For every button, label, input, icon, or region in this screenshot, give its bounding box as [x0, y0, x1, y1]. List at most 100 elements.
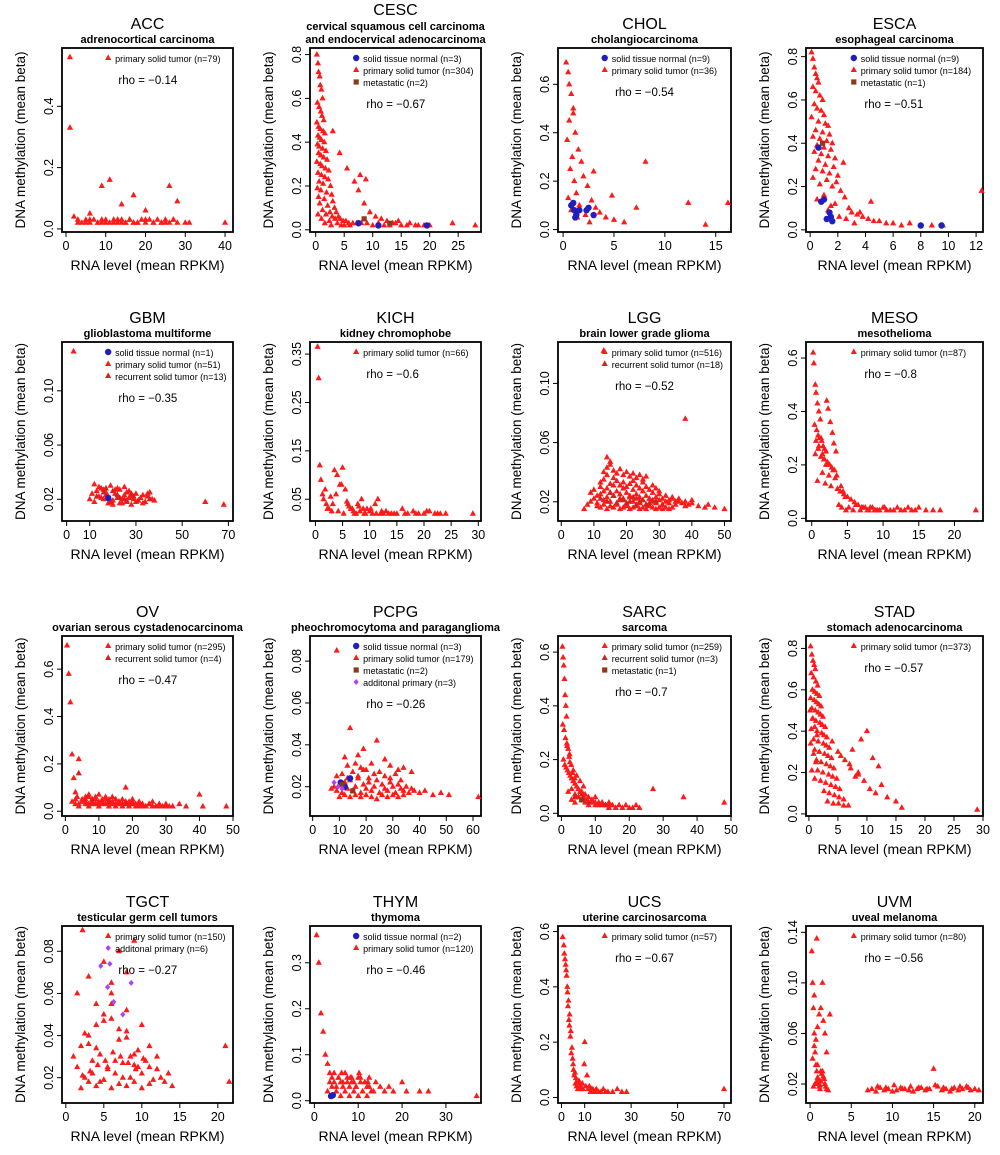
data-point	[560, 941, 567, 948]
data-point	[829, 217, 836, 225]
data-point	[340, 510, 347, 516]
data-point	[662, 498, 669, 504]
data-point	[607, 489, 614, 495]
legend-marker	[850, 348, 857, 354]
data-point	[378, 215, 385, 221]
data-point	[174, 219, 181, 225]
plot-frame	[309, 635, 482, 817]
data-point	[559, 721, 566, 727]
data-point	[649, 785, 657, 792]
data-point	[314, 343, 321, 349]
data-point	[835, 793, 843, 800]
data-point	[585, 798, 592, 805]
data-point	[399, 505, 406, 511]
data-point	[337, 215, 344, 221]
x-tick-label: 0	[558, 823, 565, 837]
data-point	[469, 510, 476, 516]
data-point	[870, 217, 877, 224]
data-point	[357, 764, 364, 770]
data-point	[564, 983, 571, 989]
data-point	[863, 727, 871, 734]
data-point	[361, 199, 368, 206]
data-points	[808, 935, 982, 1094]
data-point	[334, 219, 341, 226]
x-tick-label: 4	[862, 239, 869, 253]
data-point	[592, 204, 599, 210]
data-point	[564, 742, 571, 749]
y-tick-label: 0.0	[786, 510, 800, 527]
data-point	[575, 146, 582, 152]
data-point	[72, 788, 79, 795]
legend-marker	[353, 66, 360, 72]
data-point	[366, 1074, 373, 1080]
data-point	[112, 800, 119, 807]
x-tick-label: 30	[652, 528, 666, 542]
data-point	[817, 702, 825, 709]
data-point	[169, 1082, 176, 1089]
data-point	[416, 1087, 423, 1094]
data-point	[318, 112, 326, 118]
data-point	[314, 59, 322, 66]
data-point	[883, 219, 890, 226]
data-point	[317, 476, 324, 482]
data-point	[403, 783, 410, 789]
data-point	[830, 163, 837, 170]
data-point	[114, 216, 121, 222]
data-point	[603, 498, 611, 504]
data-point	[814, 1061, 821, 1068]
data-point	[82, 216, 89, 222]
data-point	[86, 216, 93, 222]
rho-annotation: rho = −0.56	[864, 953, 923, 965]
legend-label: primary solid tumor (n=295)	[115, 642, 225, 652]
data-point	[819, 140, 826, 146]
data-point	[162, 219, 169, 225]
y-axis-label: DNA methylation (mean beta)	[757, 926, 772, 1103]
data-point	[373, 737, 380, 743]
x-tick-label: 10	[658, 239, 672, 253]
y-tick-label: 0.4	[42, 98, 56, 115]
data-point	[559, 643, 566, 649]
plot-frame	[805, 635, 984, 817]
data-point	[475, 793, 482, 800]
chart-title: OV	[136, 604, 159, 621]
data-point	[134, 219, 141, 225]
data-point	[847, 764, 854, 771]
data-point	[898, 804, 905, 810]
data-point	[406, 219, 413, 226]
data-point	[811, 421, 818, 427]
data-point	[371, 770, 378, 777]
data-point	[809, 657, 817, 663]
rho-annotation: rho = −0.51	[864, 99, 923, 111]
x-tick-label: 10	[92, 823, 106, 837]
data-point	[600, 475, 607, 482]
x-tick-label: 0	[805, 823, 812, 837]
data-point	[182, 219, 189, 225]
data-point	[909, 1088, 917, 1094]
x-tick-label: 5	[339, 528, 346, 542]
data-point	[127, 1053, 134, 1059]
plot-frame	[557, 341, 732, 522]
data-point	[425, 1087, 432, 1094]
data-point	[815, 118, 822, 124]
data-point	[329, 197, 336, 204]
data-point	[823, 742, 830, 748]
data-point	[367, 505, 374, 511]
data-point	[139, 499, 146, 506]
x-tick-label: 50	[724, 823, 738, 837]
legend-marker	[353, 348, 360, 354]
data-point	[822, 779, 829, 785]
data-point	[150, 1076, 157, 1082]
data-point	[125, 1059, 132, 1065]
data-point	[568, 785, 575, 792]
data-point	[321, 173, 328, 180]
legend-marker	[601, 642, 608, 648]
data-point	[79, 1072, 86, 1078]
data-point	[372, 1078, 379, 1085]
data-point	[610, 474, 617, 481]
data-point	[646, 502, 653, 509]
data-point	[412, 221, 419, 228]
data-point	[578, 158, 585, 164]
data-point	[620, 484, 627, 491]
data-point	[822, 120, 829, 126]
